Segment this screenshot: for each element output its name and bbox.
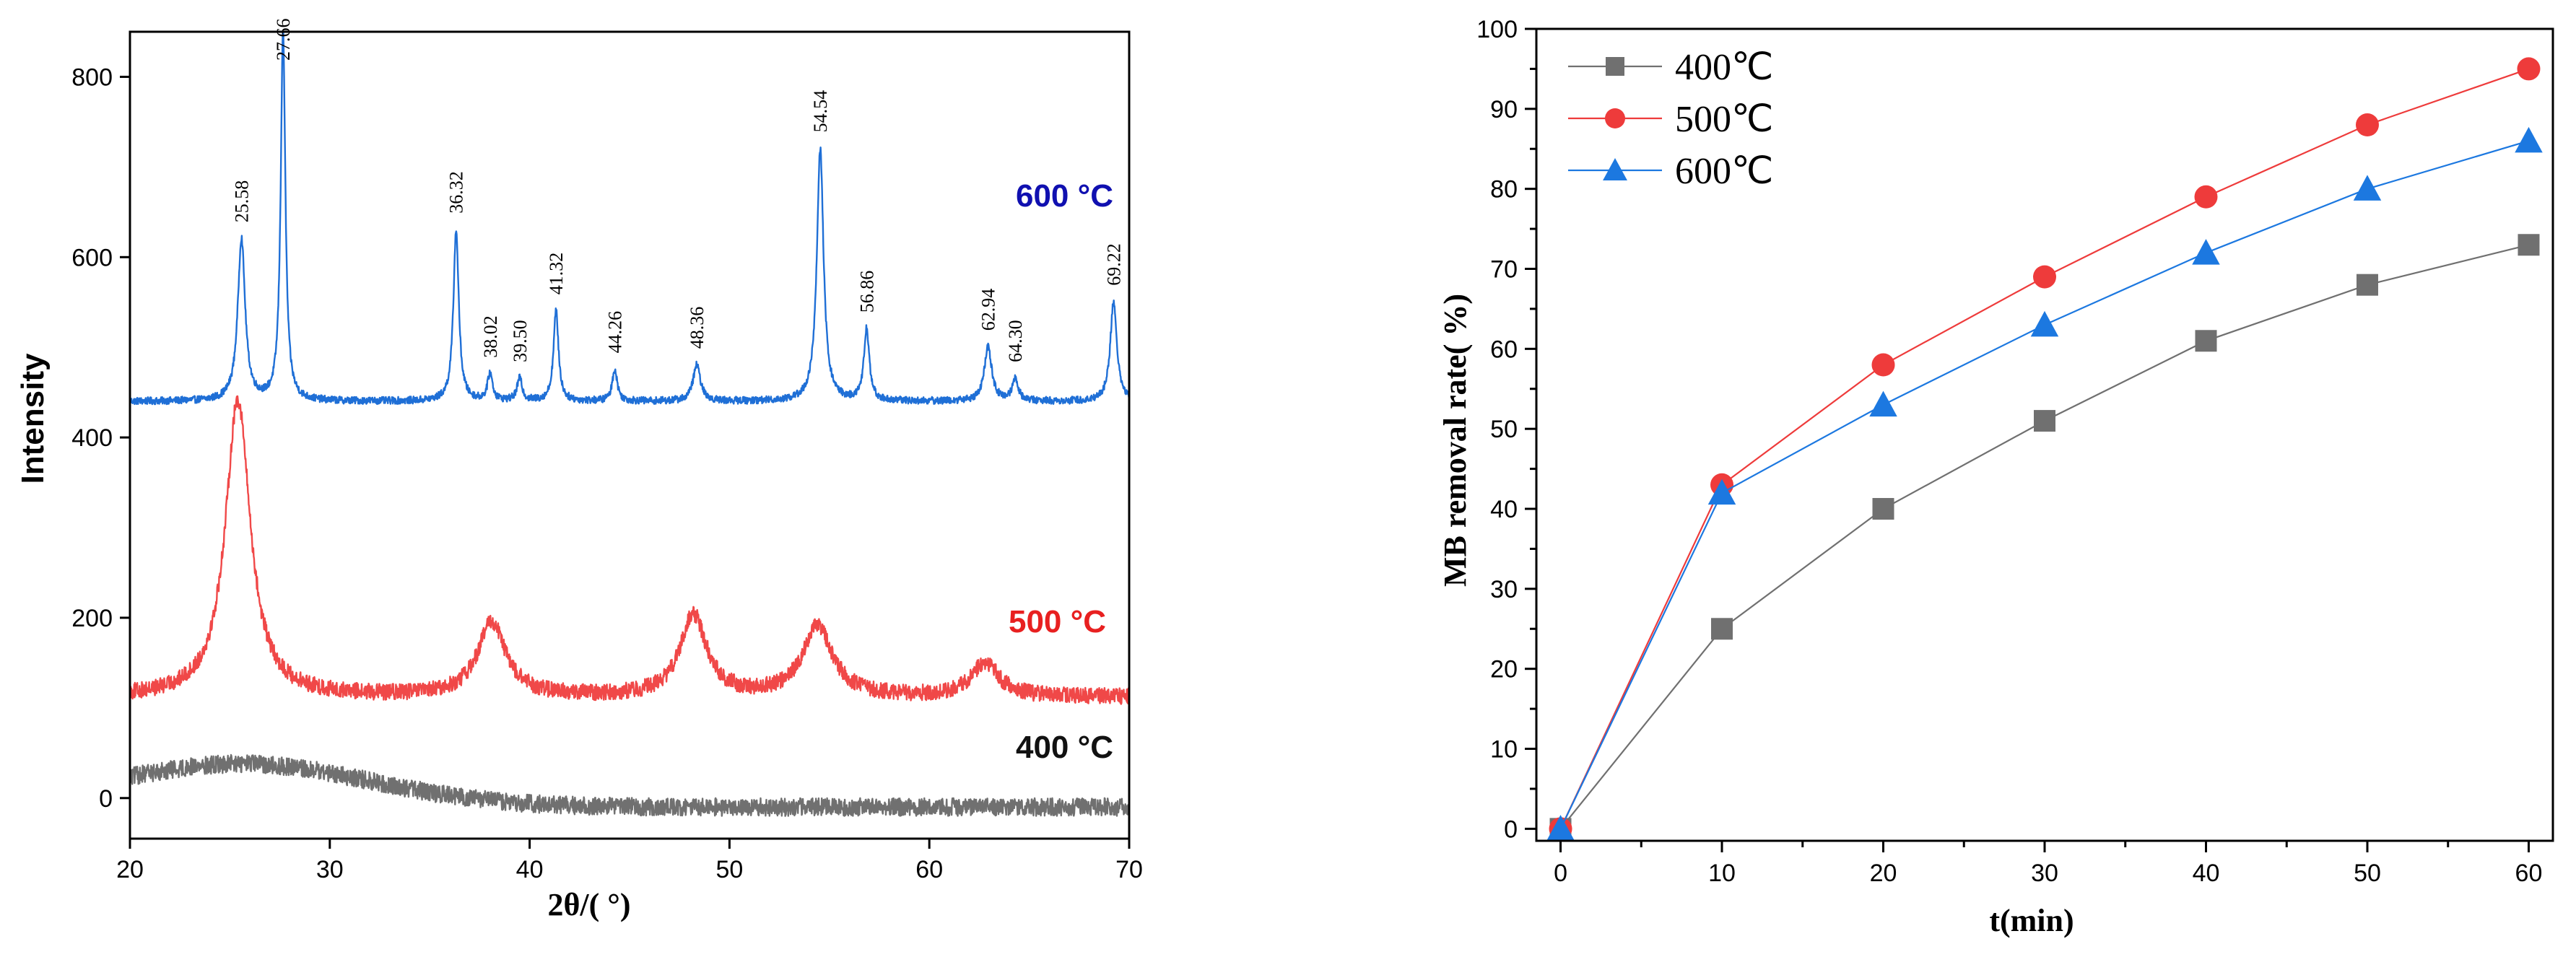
peak-label: 62.94 [978,289,999,331]
peak-label: 41.32 [546,253,567,295]
circle-marker [1871,353,1895,377]
circle-marker [2033,265,2056,289]
square-marker [2195,330,2217,352]
mb-series [1546,57,2543,841]
x-tick-label: 50 [715,856,743,883]
legend-label: 400℃ [1675,47,1773,88]
triangle-marker [1869,390,1897,417]
y-tick-label: 800 [71,64,113,91]
triangle-marker [2353,175,2382,201]
x-tick-label: 70 [1115,856,1143,883]
xrd-trace-500 [130,395,1129,705]
square-marker [2356,274,2378,296]
peak-label: 38.02 [480,315,501,358]
y-tick-label: 30 [1490,576,1518,603]
circle-marker [2355,113,2379,137]
y-tick-label: 60 [1490,336,1518,363]
square-marker [1711,618,1733,640]
y-tick-label: 10 [1490,736,1518,764]
xrd-y-axis-title: Intensity [15,353,51,484]
xrd-trace-400 [130,753,1129,817]
series-label-600: 600 °C [1016,178,1113,214]
y-tick-label: 20 [1490,656,1518,683]
legend-label: 600℃ [1675,151,1773,192]
y-tick-label: 70 [1490,256,1518,284]
triangle-marker [2515,126,2543,153]
y-tick-label: 0 [1504,816,1518,843]
legend-item-500: 500℃ [1568,99,1773,140]
mb-y-axis-title: MB removal rate( %) [1437,294,1473,587]
y-tick-label: 600 [71,244,113,271]
xrd-peak-labels: 25.58 27.66 36.32 38.02 39.50 41.32 44.26 48.36… [232,19,1125,362]
peak-label: 27.66 [273,19,294,61]
y-tick-label: 90 [1490,96,1518,123]
xrd-series-labels: 600 °C 500 °C 400 °C [1009,178,1113,765]
mb-removal-chart: 0 10 20 30 40 50 60 0 10 20 30 40 50 60 70 80 90 100 400℃… [1437,16,2554,938]
series-label-400: 400 °C [1016,730,1113,765]
peak-label: 39.50 [510,320,531,362]
legend-item-400: 400℃ [1568,47,1773,88]
y-tick-label: 400 [71,424,113,452]
xrd-axes: 20 30 40 50 60 70 0 200 400 600 800 [71,30,1143,883]
triangle-marker [1603,158,1627,180]
square-marker [1872,498,1894,520]
x-tick-label: 50 [2354,860,2381,887]
peak-label: 48.36 [687,307,708,349]
y-tick-label: 50 [1490,416,1518,443]
x-tick-label: 60 [915,856,943,883]
xrd-trace-600 [130,32,1129,406]
mb-legend: 400℃ 500℃ 600℃ [1568,47,1773,192]
triangle-marker [1707,478,1736,505]
mb-series-600 [1546,126,2543,841]
x-tick-label: 40 [516,856,544,883]
peak-label: 56.86 [856,271,877,313]
series-line [1559,140,2529,829]
legend-item-600: 600℃ [1568,151,1773,192]
x-tick-label: 40 [2193,860,2220,887]
peak-label: 25.58 [232,180,253,223]
y-tick-label: 80 [1490,176,1518,204]
square-marker [1606,57,1624,76]
x-tick-label: 30 [2031,860,2058,887]
series-label-500: 500 °C [1009,604,1106,639]
triangle-marker [1546,815,1575,841]
peak-label: 69.22 [1103,243,1124,286]
peak-label: 64.30 [1005,320,1026,362]
y-tick-label: 100 [1476,16,1518,43]
circle-marker [1605,108,1625,128]
legend-label: 500℃ [1675,99,1773,140]
mb-x-axis-title: t(min) [1989,903,2074,938]
x-tick-label: 10 [1708,860,1736,887]
xrd-x-axis-title: 2θ/( °) [547,887,630,922]
x-tick-label: 0 [1554,860,1567,887]
circle-marker [2194,185,2218,209]
xrd-chart: 25.58 27.66 36.32 38.02 39.50 41.32 44.26 48.36… [15,19,1143,923]
y-tick-label: 200 [71,605,113,632]
x-tick-label: 30 [316,856,344,883]
peak-label: 36.32 [446,171,467,214]
y-tick-label: 0 [99,785,113,813]
x-tick-label: 20 [1870,860,1897,887]
square-marker [2518,234,2540,256]
y-tick-label: 40 [1490,496,1518,523]
xrd-plot-frame [129,30,1131,840]
mb-axes: 0 10 20 30 40 50 60 0 10 20 30 40 50 60 70 80 90 100 [1476,16,2554,887]
triangle-marker [2030,310,2059,337]
peak-label: 54.54 [810,90,831,133]
xrd-traces [130,32,1129,817]
x-tick-label: 20 [116,856,144,883]
peak-label: 44.26 [605,311,626,354]
x-tick-label: 60 [2515,860,2543,887]
circle-marker [2517,57,2541,81]
triangle-marker [2192,239,2220,265]
square-marker [2034,410,2055,432]
